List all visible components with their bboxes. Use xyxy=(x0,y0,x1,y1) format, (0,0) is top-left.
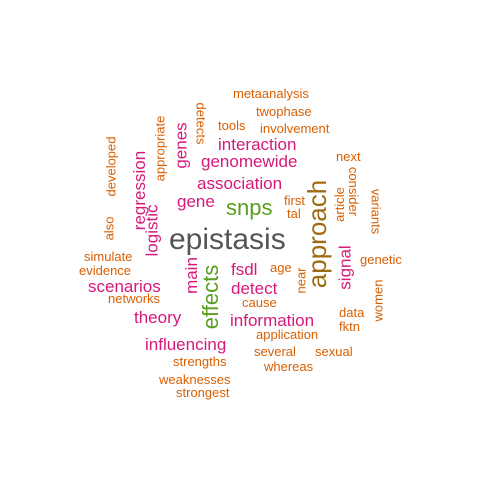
word-strengths: strengths xyxy=(173,354,227,369)
word-several: several xyxy=(254,344,296,359)
word-cause: cause xyxy=(242,295,277,310)
word-networks: networks xyxy=(108,291,161,306)
word-first: first xyxy=(284,193,305,208)
word-genes: genes xyxy=(171,122,191,169)
word-also: also xyxy=(101,216,117,241)
word-fktn: fktn xyxy=(339,319,360,334)
word-weaknesses: weaknesses xyxy=(159,372,231,387)
word-tal: tal xyxy=(287,206,301,221)
word-main: main xyxy=(181,257,201,294)
word-consider: consider xyxy=(346,166,362,217)
word-information: information xyxy=(230,311,315,330)
word-interaction: interaction xyxy=(218,135,297,154)
word-data: data xyxy=(339,305,365,320)
word-influencing: influencing xyxy=(145,335,227,354)
word-genomewide: genomewide xyxy=(201,152,298,171)
word-women: women xyxy=(370,279,386,322)
word-developed: developed xyxy=(103,136,119,197)
word-article: article xyxy=(331,187,347,222)
word-application: application xyxy=(256,327,319,342)
word-evidence: evidence xyxy=(79,263,132,278)
word-theory: theory xyxy=(134,308,182,327)
word-near: near xyxy=(293,267,309,294)
word-detect: detect xyxy=(231,279,278,298)
word-snps: snps xyxy=(226,195,273,220)
word-detects: detects xyxy=(193,102,209,145)
word-twophase: twophase xyxy=(256,104,312,119)
word-age: age xyxy=(270,260,292,275)
word-gene: gene xyxy=(177,192,215,211)
word-strongest: strongest xyxy=(176,385,230,400)
word-association: association xyxy=(197,174,283,193)
word-whereas: whereas xyxy=(264,359,314,374)
word-appropriate: appropriate xyxy=(152,115,168,182)
word-next: next xyxy=(336,149,361,164)
word-metaanalysis: metaanalysis xyxy=(233,86,309,101)
word-involvement: involvement xyxy=(260,121,330,136)
word-simulate: simulate xyxy=(84,249,133,264)
word-fsdl: fsdl xyxy=(231,260,258,279)
word-tools: tools xyxy=(218,118,246,133)
word-genetic: genetic xyxy=(360,252,402,267)
word-sexual: sexual xyxy=(315,344,353,359)
word-signal: signal xyxy=(335,245,355,290)
word-variants: variants xyxy=(368,188,384,235)
word-epistasis: epistasis xyxy=(169,223,286,256)
word-logistic: logistic xyxy=(142,204,162,257)
word-effects: effects xyxy=(198,264,224,330)
word-scenarios: scenarios xyxy=(88,277,161,296)
